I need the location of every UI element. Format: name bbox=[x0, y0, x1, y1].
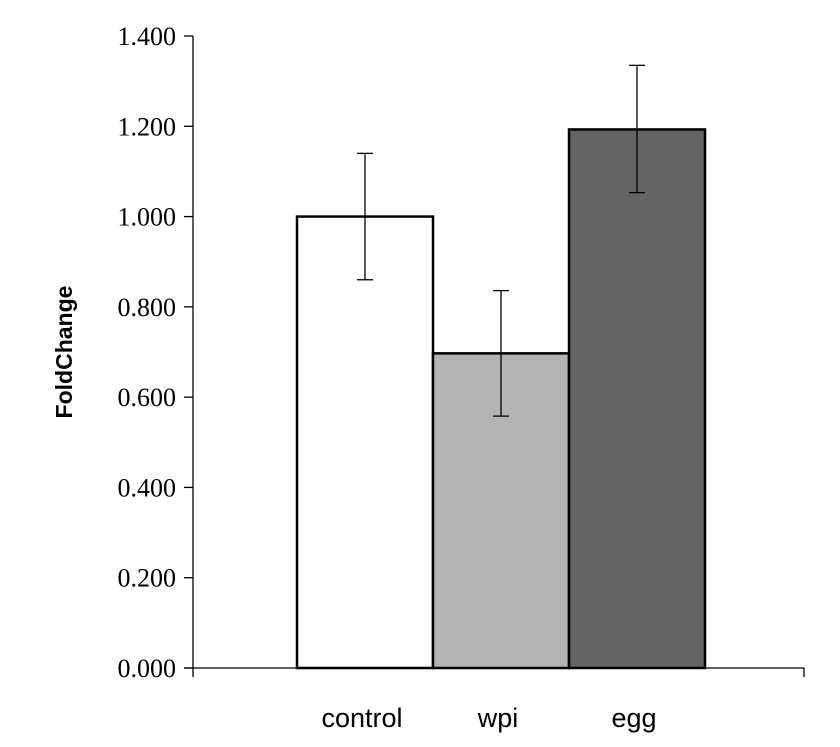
y-tick-label: 0.000 bbox=[118, 654, 177, 683]
bars bbox=[295, 128, 707, 670]
x-tick-label-wpi: wpi bbox=[477, 703, 519, 733]
y-tick-label: 1.200 bbox=[118, 112, 177, 141]
y-tick-label: 0.800 bbox=[118, 293, 177, 322]
bar-egg bbox=[567, 128, 707, 670]
y-tick-label: 0.400 bbox=[118, 473, 177, 502]
error-bar-egg bbox=[629, 64, 645, 194]
bar-control bbox=[295, 215, 435, 670]
x-tick-label-egg: egg bbox=[611, 703, 656, 733]
y-axis-title: FoldChange bbox=[51, 286, 77, 419]
y-tick-label: 1.000 bbox=[118, 203, 177, 232]
x-axis: control wpi egg bbox=[184, 667, 805, 733]
y-tick-label: 1.400 bbox=[118, 22, 177, 51]
error-bar-control bbox=[357, 152, 373, 281]
y-axis: 0.000 0.200 0.400 0.600 0.800 1.000 1.200 1.400 bbox=[118, 22, 194, 683]
error-bar-wpi bbox=[493, 289, 509, 417]
y-tick-label: 0.200 bbox=[118, 564, 177, 593]
y-tick-label: 0.600 bbox=[118, 383, 177, 412]
x-tick-label-control: control bbox=[321, 703, 402, 733]
error-bars bbox=[357, 64, 645, 417]
